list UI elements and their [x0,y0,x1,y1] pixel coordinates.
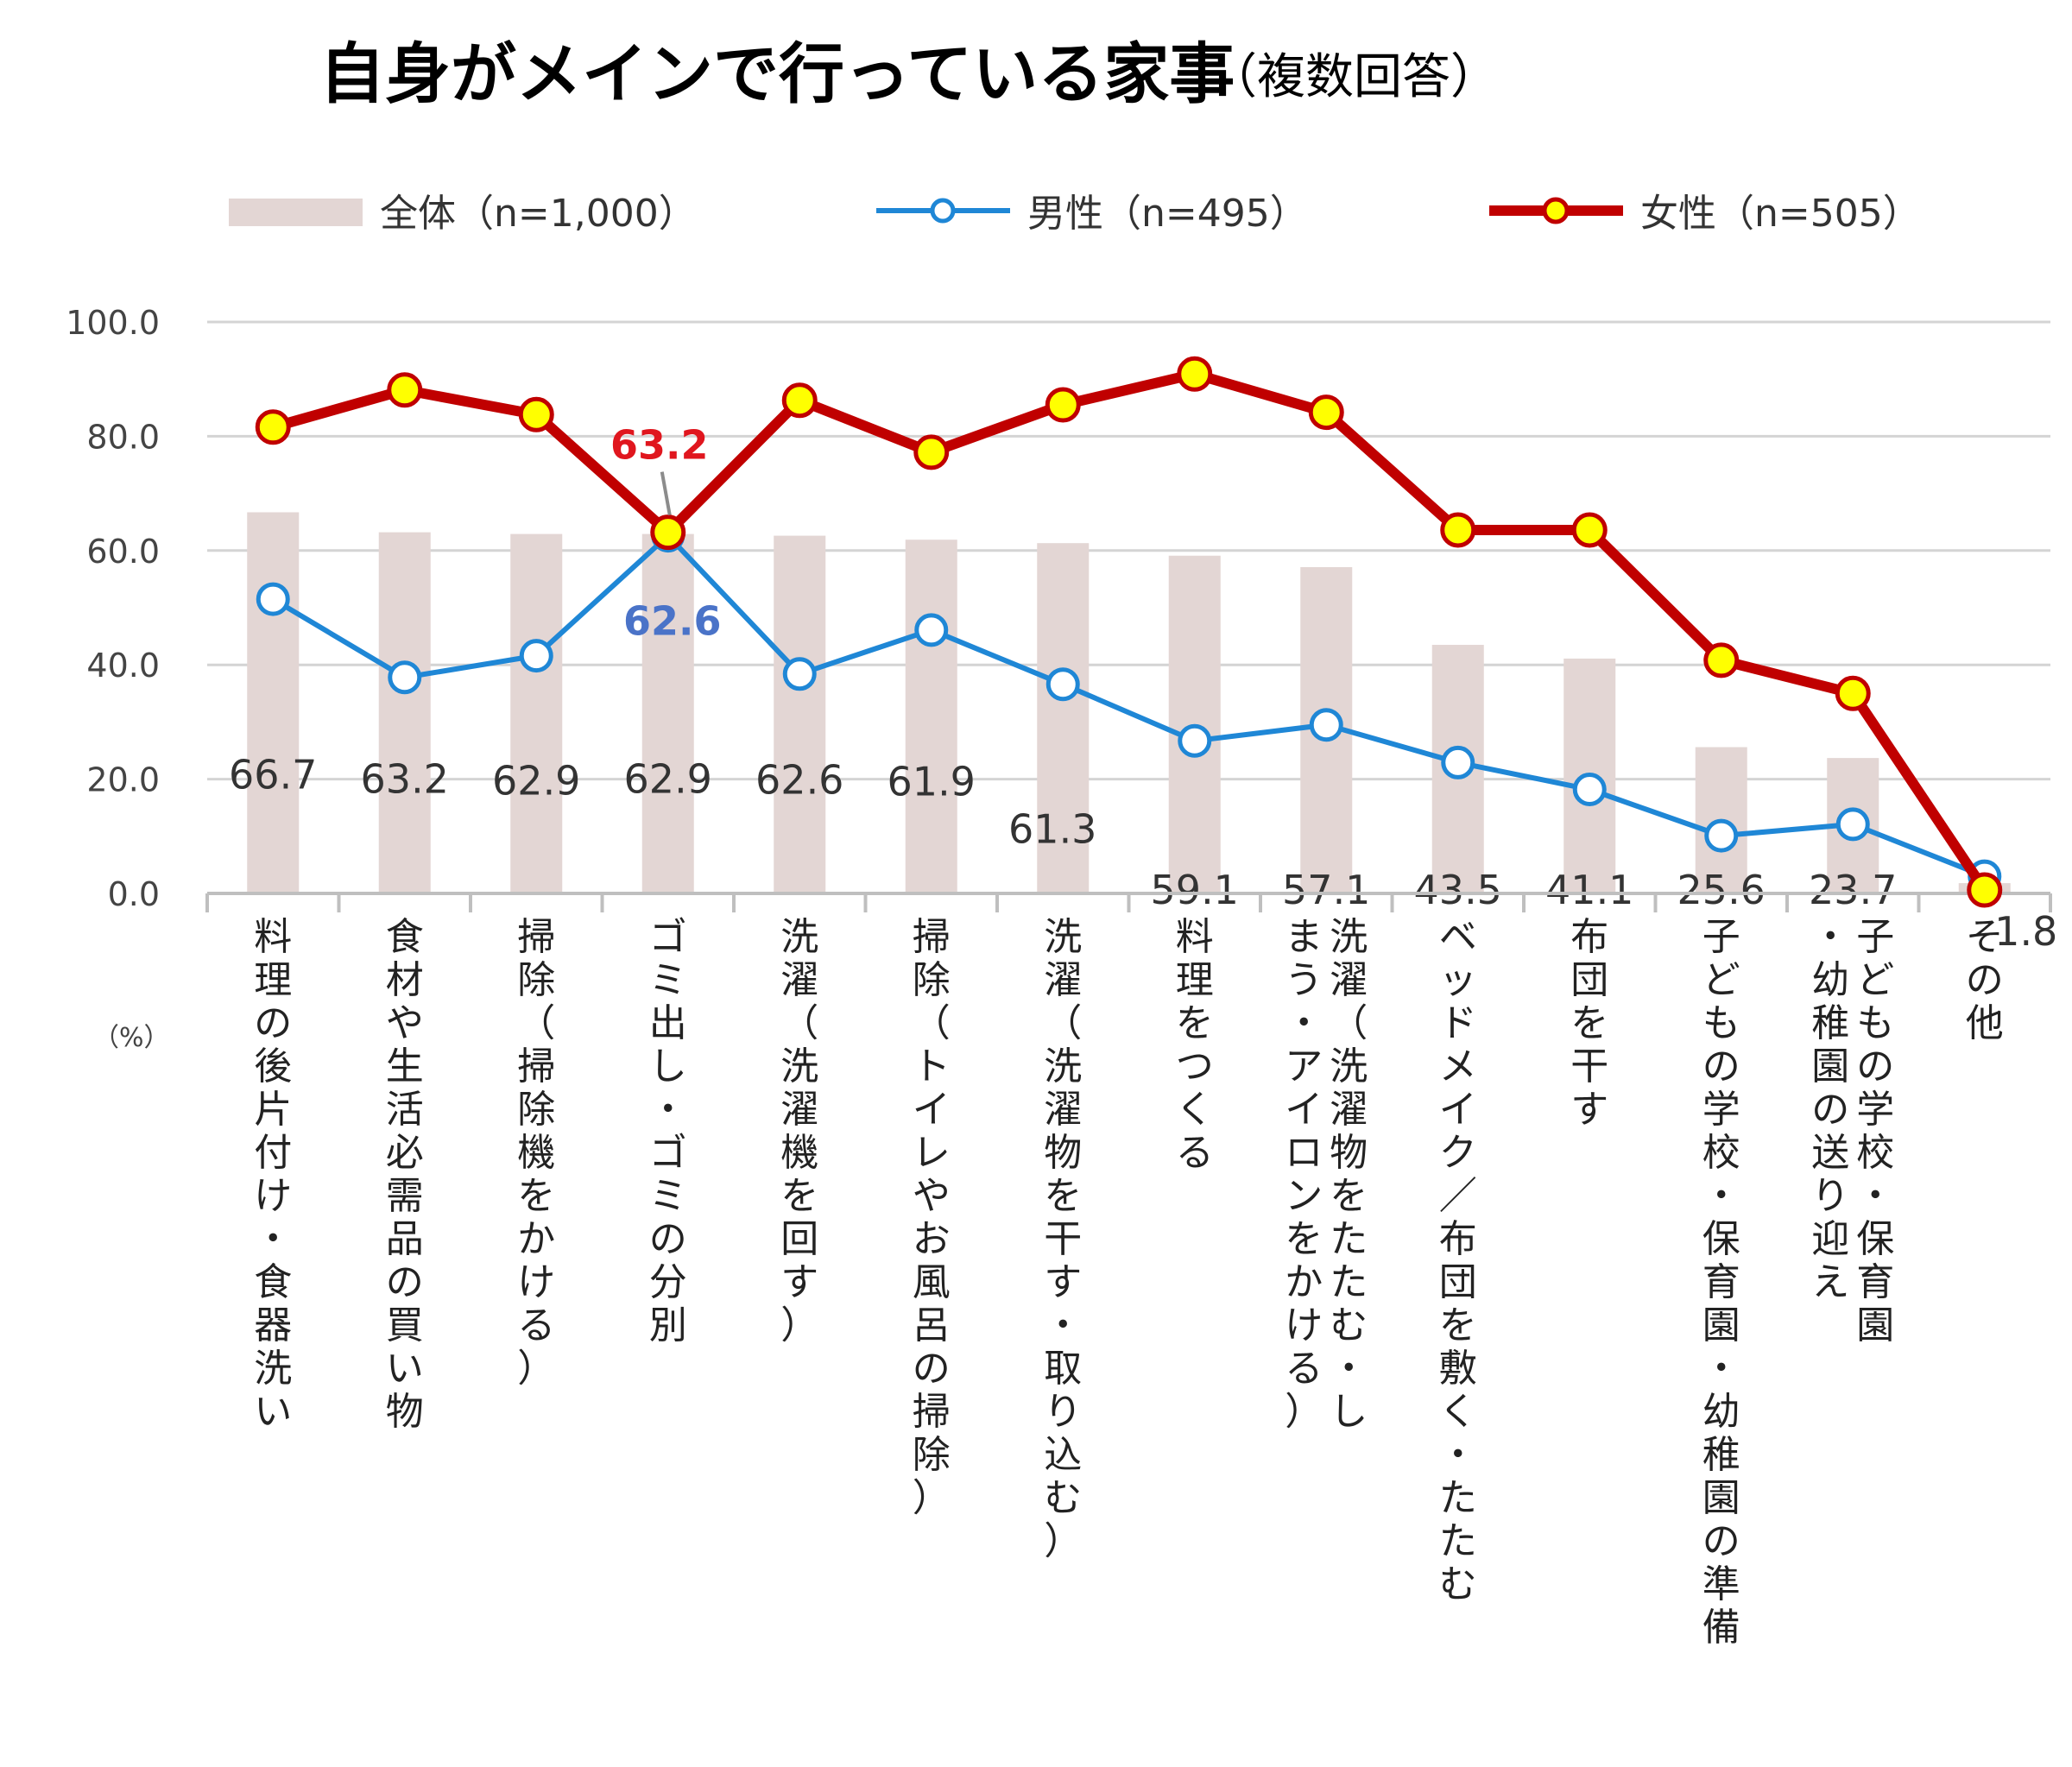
x-axis [205,892,2052,912]
category-label: ・幼稚園の送り迎え [1811,915,1849,1304]
category-label: 洗濯（洗濯物を干す・取り込む） [1044,915,1082,1563]
female-point [1571,512,1608,548]
bar-value-label: 61.9 [888,759,976,805]
bar-value-label: 63.2 [361,756,449,803]
legend-marker-female [1542,197,1570,224]
bar-value-label: 62.9 [492,758,580,805]
series-female [255,356,2003,908]
bar-value-label: 43.5 [1414,867,1502,913]
male-point [1704,818,1739,853]
male-point [388,660,422,695]
bar-total [378,532,431,893]
bar-value-label: 23.7 [1809,867,1897,913]
category-label: まう・アイロンをかける） [1285,915,1323,1434]
female-point [1440,512,1476,548]
legend-label-total: 全体（n=1,000） [380,192,697,236]
bar-value-label: 66.7 [229,752,317,798]
bar-value-label: 1.8 [1994,908,2057,955]
category-label: ベッドメイク／布団を敷く・たたむ [1439,915,1477,1606]
y-axis-unit: （%） [93,1023,170,1053]
female-point [1045,387,1081,423]
callout-male-value: 62.6 [623,598,722,645]
male-point [519,639,553,673]
male-point [1045,667,1080,702]
male-point [1309,708,1343,742]
bar-total [641,533,694,893]
legend: 全体（n=1,000） 男性（n=495） 女性（n=505） [229,192,1921,236]
bar-value-label: 57.1 [1282,867,1370,913]
bars-total [247,512,2011,893]
y-tick-label: 100.0 [66,304,160,342]
category-label: 食材や生活必需品の買い物 [386,915,424,1434]
female-point [781,382,818,419]
y-tick-label: 40.0 [86,647,160,685]
female-line [271,369,1989,893]
y-axis-ticks: 0.0 20.0 40.0 60.0 80.0 100.0 [66,304,160,913]
y-tick-label: 60.0 [86,533,160,571]
legend-swatch-total [229,199,363,226]
bar-total [510,533,563,893]
female-point [913,434,950,470]
female-point [650,514,686,551]
male-point [1441,745,1475,779]
male-point [256,582,290,616]
bar-total [247,512,300,893]
female-point [1703,642,1740,678]
bar-total [1037,543,1090,893]
callouts: 63.2 62.6 [610,422,722,645]
female-point [518,396,554,432]
category-label: 洗濯（洗濯機を回す） [780,915,818,1347]
callout-leader-line [660,471,672,515]
category-label: 子どもの学校・保育園 [1856,915,1894,1347]
male-line [271,533,1986,879]
bar-value-label: 61.3 [1008,806,1096,853]
category-label: 掃除（掃除機をかける） [517,915,555,1391]
category-label: 洗濯（洗濯物をたたむ・し [1330,915,1368,1434]
female-point [1967,872,2003,908]
category-label: ゴミ出し・ゴミの分別 [649,915,687,1347]
bar-value-label: 59.1 [1151,867,1239,913]
category-label: 料理の後片付け・食器洗い [254,915,292,1434]
bar-total [774,535,826,893]
chart-subtitle: （複数回答） [1209,49,1499,105]
male-point [1572,773,1607,807]
male-point [914,613,949,647]
female-point [387,372,423,408]
bar-value-label: 62.9 [624,756,712,803]
category-labels: 料理の後片付け・食器洗い 食材や生活必需品の買い物 掃除（掃除機をかける） ゴミ出し・… [254,915,2004,1650]
y-tick-label: 20.0 [86,761,160,799]
chart-title: 自身がメインで行っている家事 [319,35,1235,112]
female-point [1835,675,1871,711]
category-label: 料理をつくる [1176,915,1214,1175]
y-tick-label: 0.0 [108,875,160,913]
category-label: 掃除（トイレやお風呂の掃除） [913,915,951,1520]
female-point [255,409,291,445]
male-point [1178,723,1212,758]
bar-value-label: 41.1 [1545,867,1633,913]
female-point [1177,356,1213,392]
category-label: 布団を干す [1570,915,1608,1132]
y-tick-label: 80.0 [86,418,160,456]
bar-value-labels: 66.7 63.2 62.9 62.9 62.6 61.9 61.3 59.1 57.1 43.5… [229,752,2057,955]
male-point [1835,807,1870,842]
category-label: その他 [1966,915,2004,1045]
bar-value-label: 25.6 [1677,867,1766,913]
callout-female-value: 63.2 [610,422,709,469]
legend-label-female: 女性（n=505） [1640,192,1921,236]
female-point [1308,394,1344,431]
category-label: 子どもの学校・保育園・幼稚園の準備 [1702,915,1740,1650]
male-point [782,657,817,691]
legend-marker-male [930,198,956,224]
bar-value-label: 62.6 [755,757,843,804]
bar-total [905,540,957,893]
series-male [256,519,2002,893]
legend-label-male: 男性（n=495） [1027,192,1308,236]
